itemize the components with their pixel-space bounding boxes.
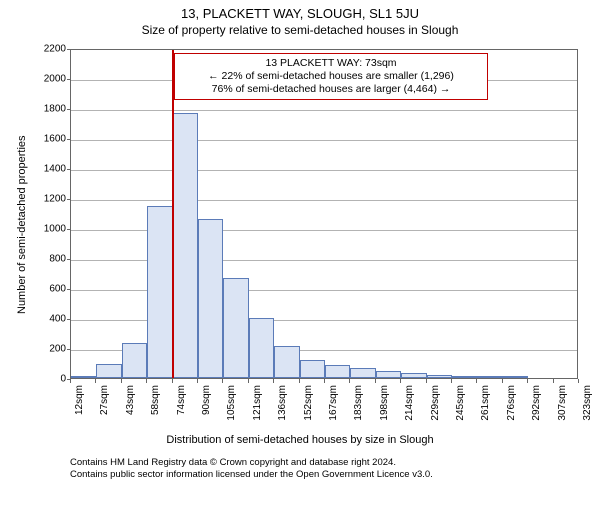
x-axis-label: Distribution of semi-detached houses by …: [0, 434, 600, 446]
x-tick-mark: [375, 379, 376, 383]
y-tick-label: 2200: [44, 44, 66, 55]
x-tick-mark: [553, 379, 554, 383]
histogram-bar: [300, 360, 325, 378]
y-tick-label: 1800: [44, 104, 66, 115]
x-tick-label: 152sqm: [303, 385, 314, 421]
x-tick-mark: [70, 379, 71, 383]
y-tick-label: 600: [49, 284, 66, 295]
x-tick-label: 12sqm: [74, 385, 85, 415]
histogram-bar: [71, 376, 96, 378]
chart-container: 13, PLACKETT WAY, SLOUGH, SL1 5JU Size o…: [0, 6, 600, 506]
x-tick-label: 27sqm: [99, 385, 110, 415]
x-tick-mark: [426, 379, 427, 383]
grid-line: [71, 170, 577, 171]
x-tick-label: 121sqm: [252, 385, 263, 421]
x-tick-label: 183sqm: [353, 385, 364, 421]
x-tick-mark: [121, 379, 122, 383]
x-tick-label: 43sqm: [125, 385, 136, 415]
x-tick-mark: [299, 379, 300, 383]
x-tick-label: 323sqm: [582, 385, 593, 421]
x-tick-label: 136sqm: [277, 385, 288, 421]
x-tick-mark: [248, 379, 249, 383]
y-tick-label: 0: [60, 374, 66, 385]
x-tick-label: 261sqm: [480, 385, 491, 421]
x-tick-label: 58sqm: [150, 385, 161, 415]
histogram-bar: [198, 219, 223, 378]
x-tick-mark: [349, 379, 350, 383]
info-line-smaller: ← 22% of semi-detached houses are smalle…: [183, 70, 479, 83]
histogram-bar: [223, 278, 248, 379]
x-ticks: 12sqm 27sqm 43sqm 58sqm 74sqm 90sqm 105sqm 121s…: [70, 379, 578, 439]
chart-subtitle: Size of property relative to semi-detach…: [0, 23, 600, 37]
histogram-bar: [274, 346, 299, 378]
x-tick-mark: [324, 379, 325, 383]
y-ticks: 0200400600800100012001400160018002000220…: [0, 49, 70, 379]
x-tick-label: 167sqm: [328, 385, 339, 421]
x-tick-label: 198sqm: [379, 385, 390, 421]
grid-line: [71, 140, 577, 141]
x-tick-mark: [527, 379, 528, 383]
grid-line: [71, 200, 577, 201]
y-tick-label: 1000: [44, 224, 66, 235]
histogram-bar: [173, 113, 198, 379]
y-tick-label: 1400: [44, 164, 66, 175]
histogram-bar: [325, 365, 350, 378]
property-info-box: 13 PLACKETT WAY: 73sqm ← 22% of semi-det…: [174, 53, 488, 100]
x-tick-mark: [502, 379, 503, 383]
y-tick-label: 400: [49, 314, 66, 325]
grid-line: [71, 110, 577, 111]
footer-attribution: Contains HM Land Registry data © Crown c…: [70, 457, 433, 481]
x-tick-mark: [197, 379, 198, 383]
histogram-bar: [401, 373, 426, 378]
histogram-bar: [350, 368, 375, 379]
x-tick-label: 214sqm: [404, 385, 415, 421]
page-title: 13, PLACKETT WAY, SLOUGH, SL1 5JU: [0, 6, 600, 21]
histogram-bar: [477, 376, 502, 378]
x-tick-mark: [451, 379, 452, 383]
y-tick-label: 800: [49, 254, 66, 265]
x-tick-mark: [476, 379, 477, 383]
info-line-larger: 76% of semi-detached houses are larger (…: [183, 83, 479, 96]
histogram-bar: [503, 376, 528, 378]
y-tick-label: 1200: [44, 194, 66, 205]
x-tick-mark: [95, 379, 96, 383]
x-tick-mark: [222, 379, 223, 383]
histogram-bar: [427, 375, 452, 378]
x-tick-label: 292sqm: [531, 385, 542, 421]
histogram-bar: [249, 318, 274, 378]
x-tick-mark: [400, 379, 401, 383]
x-tick-label: 307sqm: [557, 385, 568, 421]
histogram-bar: [376, 371, 401, 379]
x-tick-label: 90sqm: [201, 385, 212, 415]
footer-line-1: Contains HM Land Registry data © Crown c…: [70, 457, 433, 469]
x-tick-mark: [172, 379, 173, 383]
x-tick-mark: [146, 379, 147, 383]
histogram-bar: [147, 206, 172, 379]
histogram-bar: [122, 343, 147, 378]
x-tick-label: 74sqm: [176, 385, 187, 415]
histogram-bar: [452, 376, 477, 378]
footer-line-2: Contains public sector information licen…: [70, 469, 433, 481]
x-tick-label: 245sqm: [455, 385, 466, 421]
x-tick-label: 229sqm: [430, 385, 441, 421]
info-line-property: 13 PLACKETT WAY: 73sqm: [183, 57, 479, 70]
x-tick-mark: [273, 379, 274, 383]
y-tick-label: 1600: [44, 134, 66, 145]
x-tick-label: 276sqm: [506, 385, 517, 421]
x-tick-label: 105sqm: [226, 385, 237, 421]
y-tick-label: 200: [49, 344, 66, 355]
x-tick-mark: [578, 379, 579, 383]
histogram-bar: [96, 364, 121, 378]
y-tick-label: 2000: [44, 74, 66, 85]
